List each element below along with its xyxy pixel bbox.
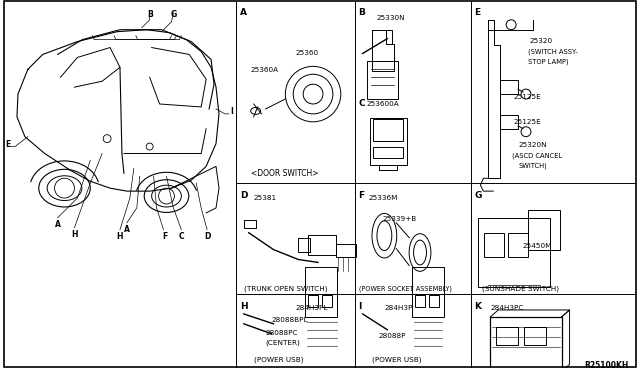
Text: F: F [162, 232, 167, 241]
Text: A: A [54, 220, 61, 229]
Text: A: A [124, 225, 130, 234]
Text: H: H [240, 302, 248, 311]
Text: (TRUNK OPEN SWITCH): (TRUNK OPEN SWITCH) [244, 285, 327, 292]
Text: (SWITCH ASSY-: (SWITCH ASSY- [528, 48, 578, 55]
Text: (CENTER): (CENTER) [266, 340, 300, 346]
Bar [369, 118, 407, 166]
Text: 25320N: 25320N [518, 142, 547, 148]
Text: 284H3P: 284H3P [385, 305, 413, 311]
Text: 28088BPL: 28088BPL [271, 317, 308, 323]
Text: K: K [474, 302, 481, 311]
Text: 25339+B: 25339+B [382, 216, 417, 222]
Bar [367, 61, 398, 99]
Text: B: B [147, 10, 152, 19]
Text: I: I [230, 108, 233, 116]
Text: C: C [358, 99, 365, 108]
Bar [479, 218, 550, 287]
Bar [298, 238, 310, 251]
Text: (SUNSHADE SWITCH): (SUNSHADE SWITCH) [483, 285, 559, 292]
Bar [484, 233, 504, 257]
Bar [322, 295, 332, 307]
Text: 25360: 25360 [295, 49, 318, 55]
Text: A: A [240, 8, 247, 17]
Text: 25360A: 25360A [251, 67, 279, 73]
Text: (ASCD CANCEL: (ASCD CANCEL [512, 153, 563, 159]
Text: R25100KH: R25100KH [584, 362, 629, 371]
Text: (POWER USB): (POWER USB) [372, 356, 422, 363]
Text: B: B [358, 8, 365, 17]
Text: SWITCH): SWITCH) [518, 163, 547, 169]
Text: <DOOR SWITCH>: <DOOR SWITCH> [251, 169, 318, 178]
Text: 25320: 25320 [530, 38, 553, 44]
Text: D: D [240, 191, 247, 200]
Bar [308, 295, 318, 307]
Bar [490, 317, 562, 371]
Text: F: F [358, 191, 365, 200]
Text: 25336M: 25336M [369, 195, 398, 201]
Text: H: H [71, 230, 77, 239]
Text: G: G [474, 191, 482, 200]
Bar [508, 233, 528, 257]
Text: G: G [170, 10, 177, 19]
Bar [374, 147, 403, 158]
Text: 25381: 25381 [253, 195, 276, 201]
Text: D: D [204, 232, 211, 241]
Text: C: C [179, 232, 184, 241]
Text: H: H [116, 232, 124, 241]
Text: 253600A: 253600A [367, 101, 399, 107]
Text: 284H3PC: 284H3PC [490, 305, 524, 311]
Text: I: I [358, 302, 362, 311]
Text: (POWER USB): (POWER USB) [253, 356, 303, 363]
Text: STOP LAMP): STOP LAMP) [528, 58, 568, 65]
Bar [308, 235, 336, 254]
Bar [374, 119, 403, 141]
Bar [244, 220, 255, 228]
Bar [305, 267, 337, 317]
Text: 284H3PL: 284H3PL [295, 305, 328, 311]
Bar [429, 295, 439, 307]
Bar [528, 210, 559, 250]
Bar [500, 80, 518, 94]
Bar [415, 295, 425, 307]
Text: 25330N: 25330N [376, 15, 405, 21]
Bar [336, 244, 356, 257]
Text: 25125E: 25125E [513, 119, 541, 125]
Text: E: E [474, 8, 481, 17]
Text: 25125E: 25125E [513, 94, 541, 100]
Text: 28088P: 28088P [378, 333, 406, 339]
Bar [496, 327, 518, 344]
Text: (POWER SOCKET ASSEMBLY): (POWER SOCKET ASSEMBLY) [358, 285, 451, 292]
Bar [412, 267, 444, 317]
Bar [500, 115, 518, 129]
Text: E: E [4, 140, 10, 149]
Bar [524, 327, 546, 344]
Text: 28088PC: 28088PC [266, 330, 298, 336]
Text: 25450M: 25450M [522, 243, 552, 248]
